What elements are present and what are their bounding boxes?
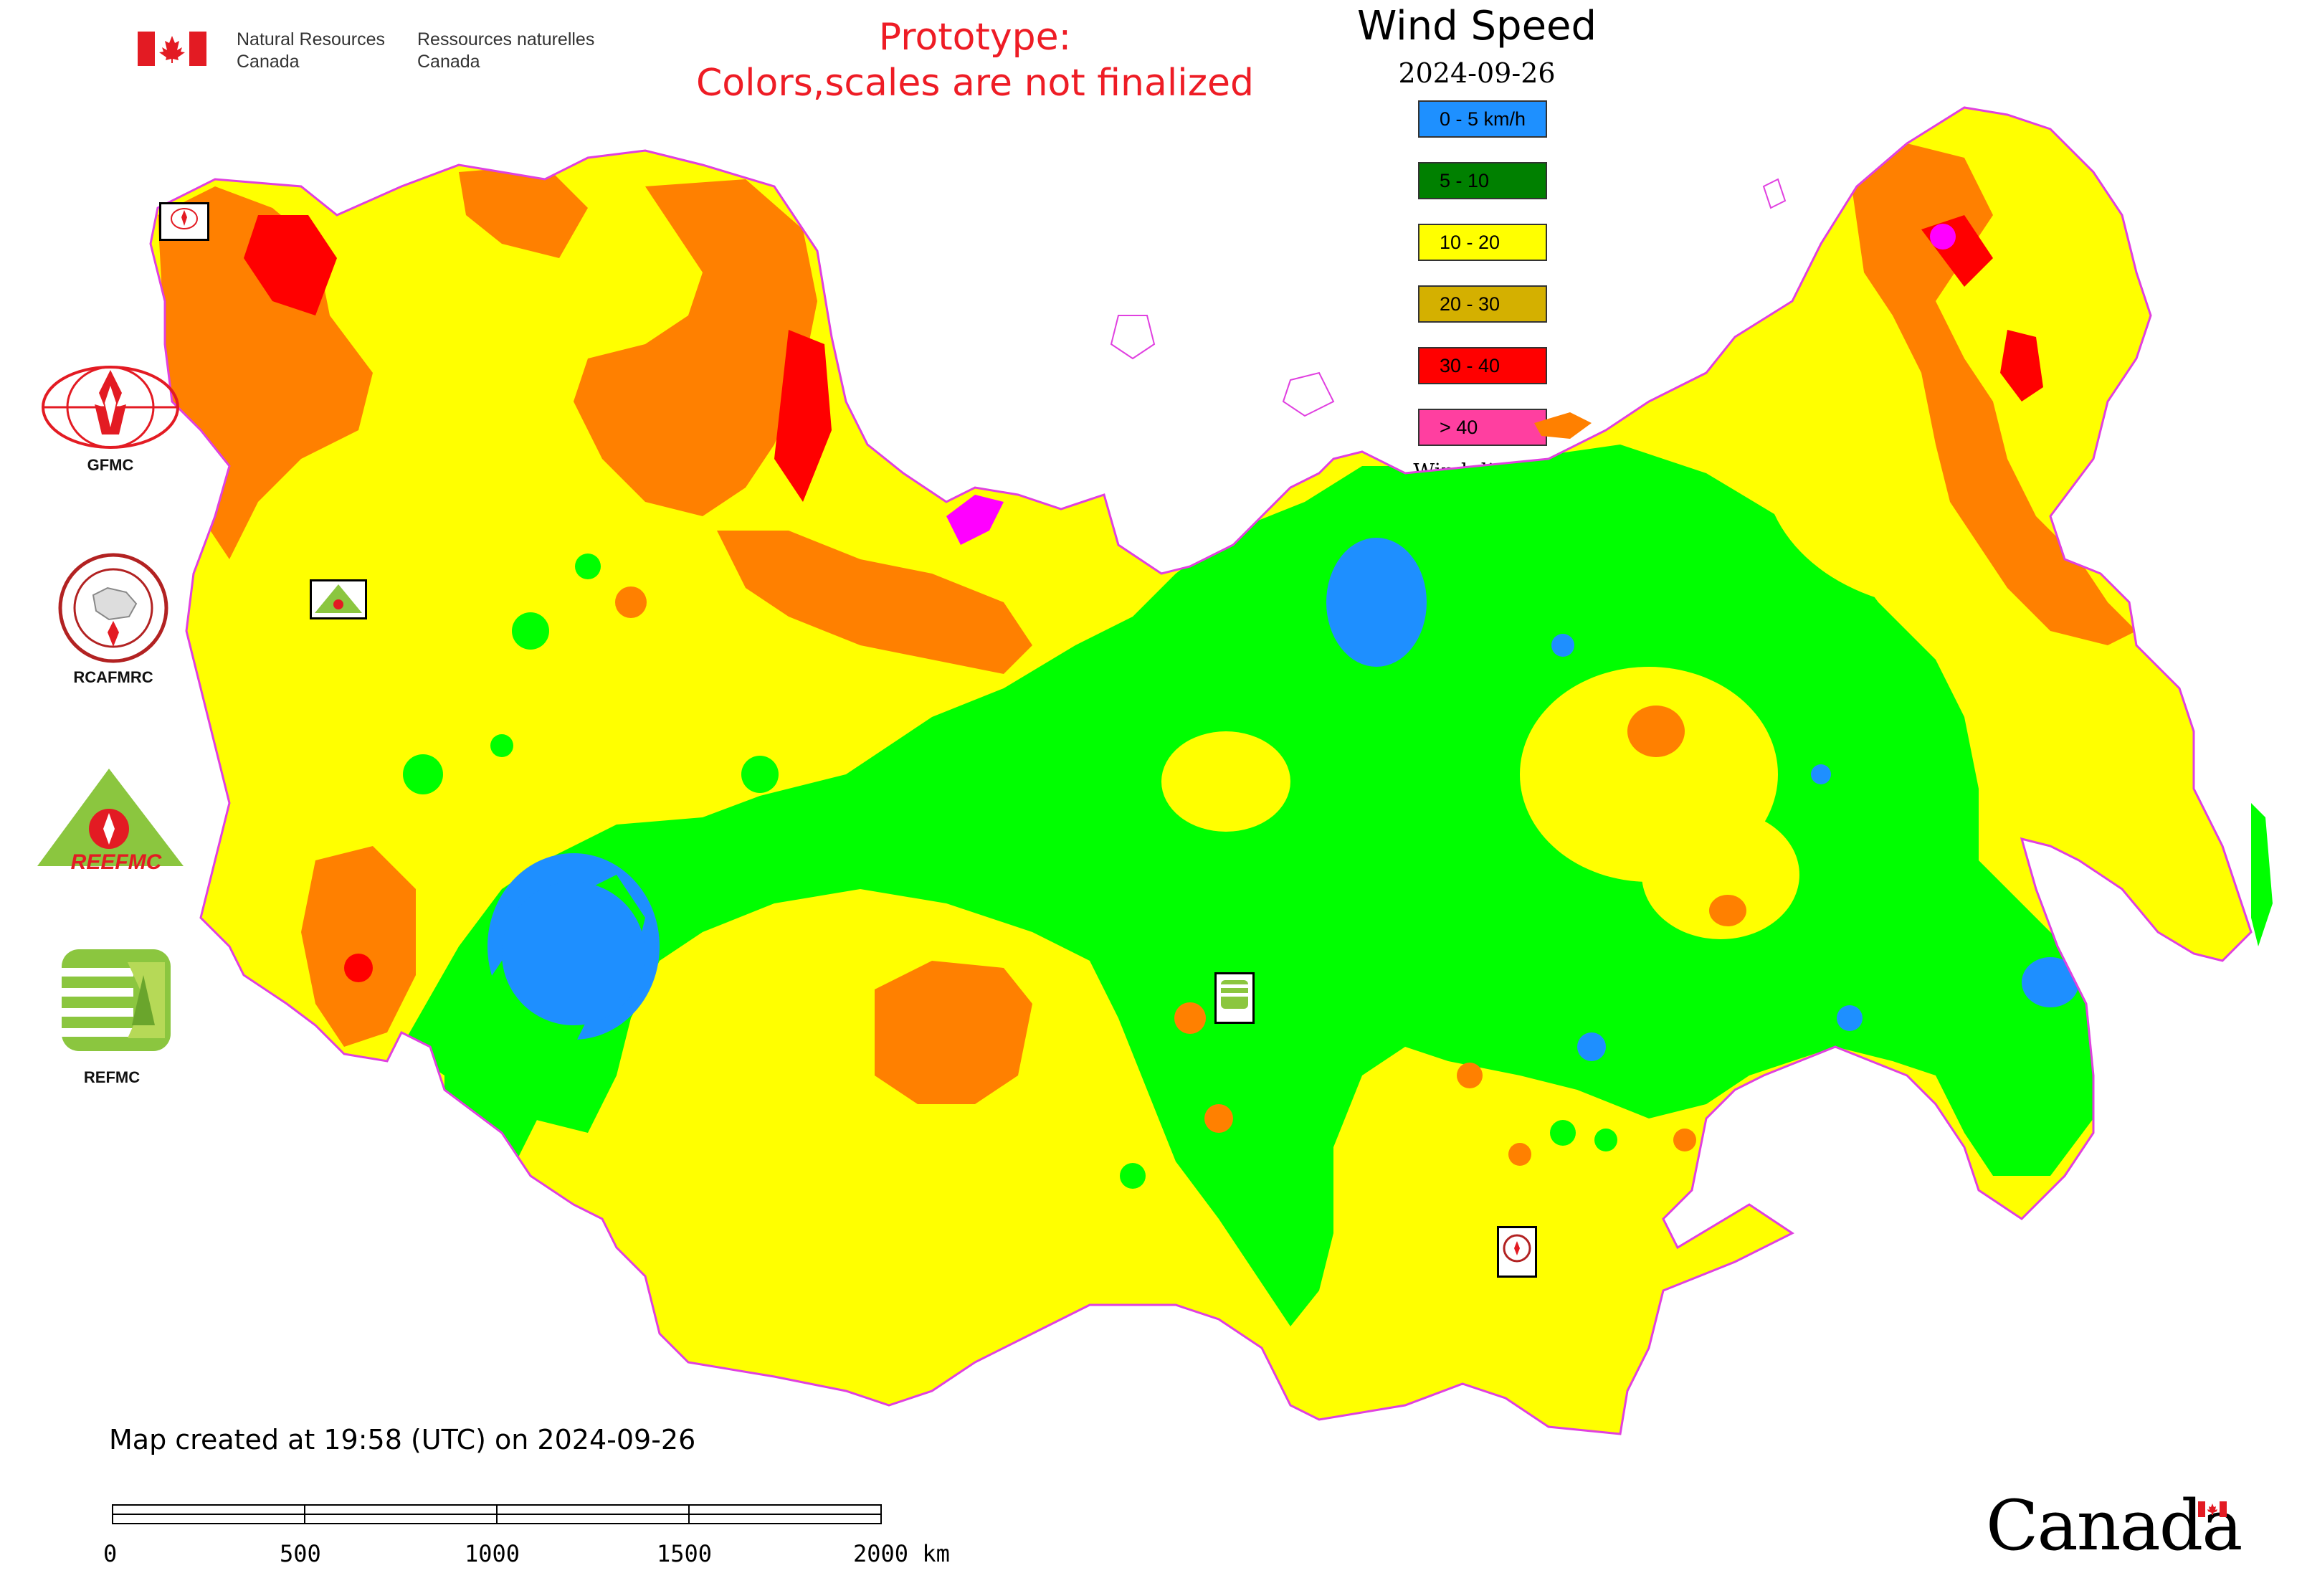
- reefmc-map-marker[interactable]: [310, 579, 367, 619]
- map-created-timestamp: Map created at 19:58 (UTC) on 2024-09-26: [109, 1424, 696, 1455]
- reefmc-logo: [37, 767, 192, 878]
- prototype-line2: Colors,scales are not finalized: [695, 62, 1255, 105]
- scale-tick-2000: 2000 km: [853, 1540, 950, 1567]
- reefmc-logo-label: REEFMC: [70, 850, 162, 874]
- refmc-marker-icon: [1221, 980, 1248, 1009]
- legend-item-over-40: > 40: [1418, 409, 1547, 446]
- rcafmrc-logo: [57, 552, 169, 667]
- arctic-island-new-siberian: [1282, 371, 1335, 417]
- kuril-islands: [2251, 803, 2273, 946]
- rcafmrc-logo-label: RCAFMRC: [73, 668, 153, 686]
- prototype-line1: Prototype:: [878, 16, 1072, 59]
- refmc-map-marker[interactable]: [1214, 972, 1255, 1024]
- nrcan-fr-line2: Canada: [417, 52, 480, 72]
- canada-wordmark: Canada: [1986, 1486, 2242, 1566]
- legend-item-20-30: 20 - 30: [1418, 285, 1547, 323]
- legend-item-30-40: 30 - 40: [1418, 347, 1547, 384]
- arctic-island-novaya-zemlya: [946, 495, 1004, 545]
- scale-bar-graphic: [112, 1504, 882, 1524]
- legend-date: 2024-09-26: [1398, 57, 1556, 89]
- scale-tick-500: 500: [280, 1540, 321, 1567]
- nrcan-english-name: Natural Resources Canada: [237, 29, 385, 73]
- refmc-logo: [59, 946, 173, 1057]
- legend-item-0-5: 0 - 5 km/h: [1418, 100, 1547, 138]
- scale-tick-1500: 1500: [657, 1540, 713, 1567]
- gfmc-map-marker[interactable]: [159, 202, 209, 241]
- rcafmrc-marker-icon: [1503, 1234, 1531, 1263]
- nrcan-en-line2: Canada: [237, 52, 300, 72]
- reefmc-logo-icon: [37, 769, 184, 866]
- reefmc-marker-icon: [315, 584, 362, 613]
- arctic-island-wrangel: [1762, 178, 1787, 209]
- rcafmrc-map-marker[interactable]: [1497, 1226, 1537, 1278]
- nrcan-french-name: Ressources naturelles Canada: [417, 29, 594, 73]
- scale-tick-1000: 1000: [465, 1540, 520, 1567]
- scale-tick-0: 0: [103, 1540, 118, 1567]
- prototype-notice: Prototype: Colors,scales are not finaliz…: [631, 14, 1319, 106]
- wind-zones: [158, 143, 2251, 1326]
- nrcan-flag-icon: [138, 32, 206, 66]
- canada-wordmark-flag-icon: [2198, 1501, 2227, 1520]
- refmc-logo-label: REFMC: [83, 1068, 141, 1086]
- gfmc-logo-icon: [42, 366, 179, 449]
- gfmc-logo-label: GFMC: [87, 456, 134, 474]
- refmc-logo-icon: [62, 949, 171, 1051]
- nrcan-fr-line1: Ressources naturelles: [417, 29, 595, 49]
- legend-item-5-10: 5 - 10: [1418, 162, 1547, 199]
- rcafmrc-logo-icon: [58, 553, 168, 663]
- legend-title: Wind Speed: [1356, 3, 1597, 49]
- legend-item-10-20: 10 - 20: [1418, 224, 1547, 261]
- gfmc-logo: [40, 364, 181, 453]
- scale-bar: [112, 1504, 886, 1529]
- nrcan-en-line1: Natural Resources: [237, 29, 386, 49]
- arctic-island-severnaya: [1110, 315, 1156, 360]
- gfmc-marker-icon: [171, 208, 198, 229]
- arctic-island-east: [1534, 412, 1592, 439]
